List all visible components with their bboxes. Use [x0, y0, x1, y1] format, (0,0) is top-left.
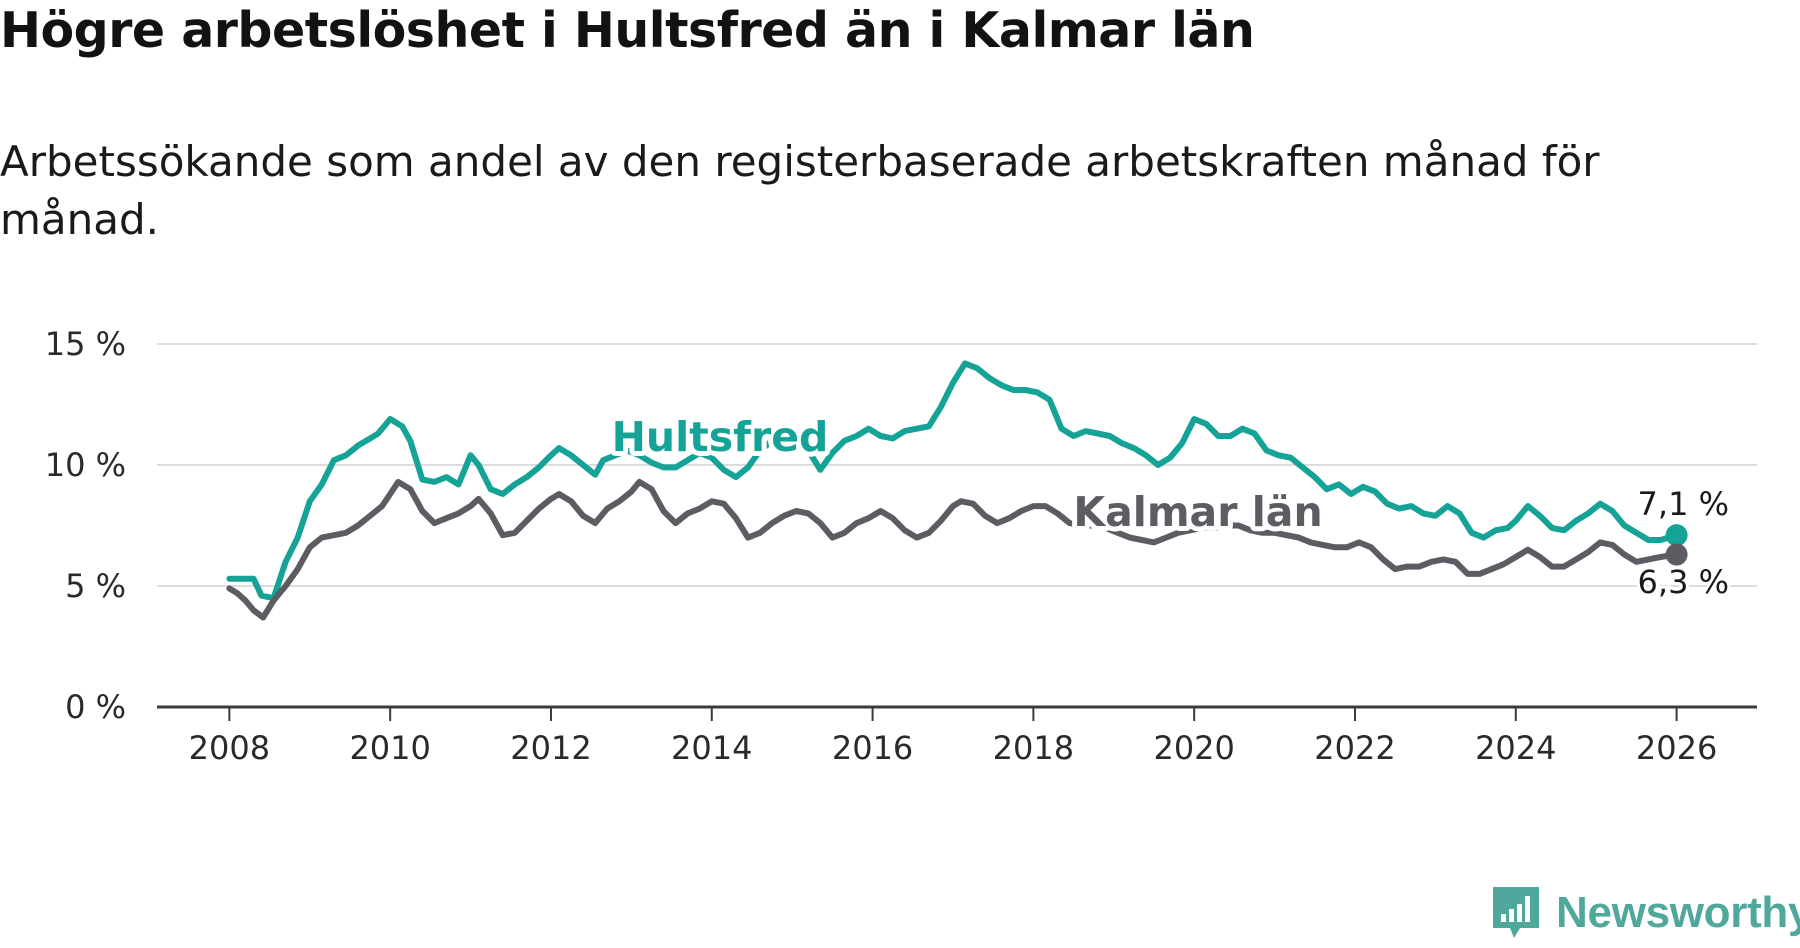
series-line-hultsfred	[226, 360, 1680, 602]
series-name-label: Kalmar län	[1073, 488, 1322, 536]
y-tick-label: 10 %	[45, 446, 126, 484]
x-tick-label: 2026	[1636, 729, 1717, 767]
y-tick-label: 0 %	[65, 688, 126, 726]
series-line-kalmar-l-n	[226, 478, 1680, 621]
x-tick-label: 2020	[1153, 729, 1234, 767]
chart-subtitle: Arbetssökande som andel av den registerb…	[0, 137, 1600, 244]
end-value-label: 6,3 %	[1638, 563, 1729, 601]
x-tick-label: 2014	[671, 729, 752, 767]
x-tick-label: 2016	[832, 729, 913, 767]
y-axis-ticks: 0 % 5 % 10 % 15 %	[45, 325, 126, 726]
x-tick-label: 2012	[510, 729, 591, 767]
end-value-label: 7,1 %	[1638, 485, 1729, 523]
x-axis: 2008 2010 2012 2014 2016 2018 2020 2022 2024 2026	[157, 705, 1757, 767]
gridlines	[157, 343, 1757, 587]
series-end-point-hultsfred	[1665, 524, 1688, 547]
y-tick-label: 15 %	[45, 325, 126, 363]
newsworthy-logo-icon	[1493, 887, 1539, 938]
series-end-point-kalmar-l-n	[1665, 543, 1688, 566]
chart-title: Högre arbetslöshet i Hultsfred än i Kalm…	[0, 2, 1255, 59]
series-lines	[226, 360, 1688, 621]
x-tick-label: 2008	[189, 729, 270, 767]
x-tick-label: 2018	[993, 729, 1074, 767]
brand-name: Newsworthy	[1556, 888, 1800, 937]
x-tick-label: 2010	[349, 729, 430, 767]
x-tick-label: 2022	[1314, 729, 1395, 767]
series-labels: Hultsfred Kalmar län 7,1 % 6,3 %	[607, 408, 1732, 604]
y-tick-label: 5 %	[65, 567, 126, 605]
x-tick-label: 2024	[1475, 729, 1556, 767]
newsworthy-brand: Newsworthy	[1490, 884, 1800, 942]
line-chart: 0 %5 %10 %15 % 2008 2010 2012 2014 2016 2018 2…	[45, 325, 1757, 767]
series-name-label: Hultsfred	[612, 413, 829, 461]
